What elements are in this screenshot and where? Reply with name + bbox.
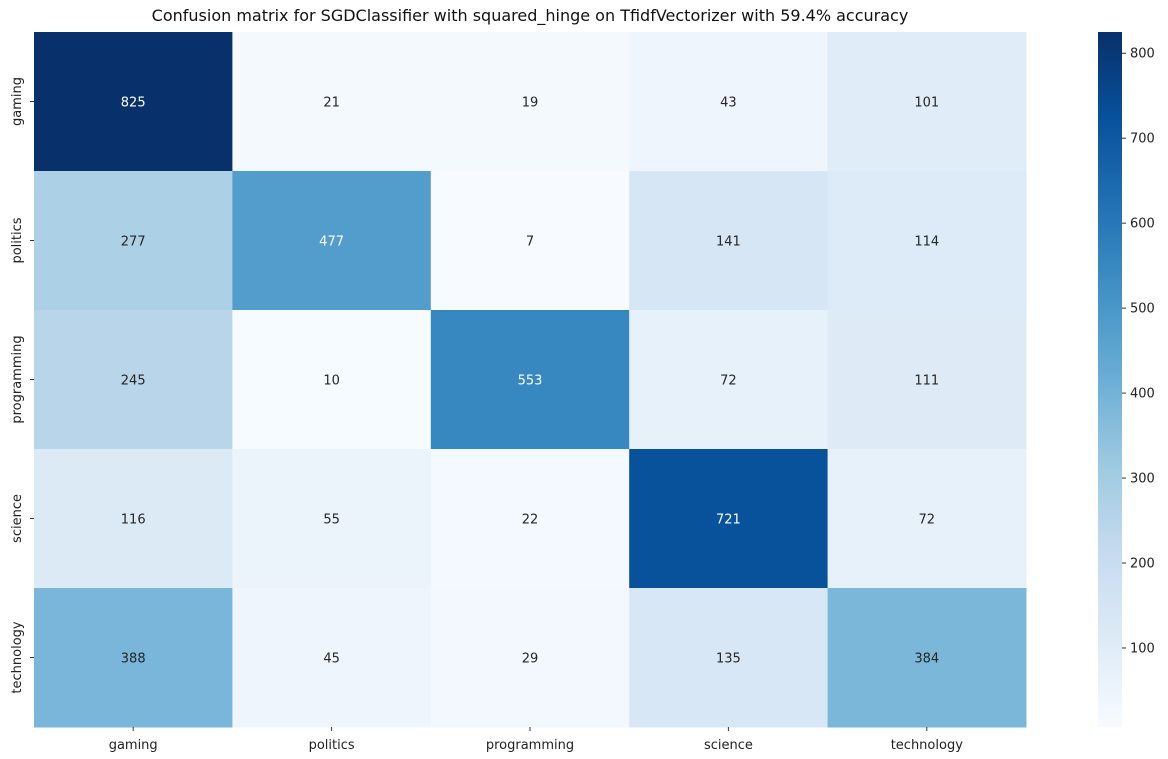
heatmap-cell: [34, 171, 233, 311]
heatmap-cell: [430, 449, 630, 589]
heatmap-cell: [430, 171, 630, 311]
chart-title: Confusion matrix for SGDClassifier with …: [151, 6, 909, 25]
cell-value-label: 7: [526, 235, 534, 250]
cell-value-label: 55: [323, 513, 340, 528]
cell-value-label: 45: [323, 652, 340, 667]
heatmap-cell: [827, 310, 1027, 450]
cell-value-label: 72: [919, 513, 936, 528]
cell-value-label: 477: [319, 235, 344, 250]
y-tick-label: politics: [10, 217, 25, 263]
cell-value-label: 43: [720, 96, 737, 111]
heatmap-cell: [430, 588, 630, 728]
cell-value-label: 22: [522, 513, 539, 528]
cell-value-label: 141: [716, 235, 741, 250]
heatmap-cell: [34, 310, 233, 450]
heatmap-cell: [34, 588, 233, 728]
x-tick-label: politics: [309, 738, 355, 753]
heatmap-cell: [827, 32, 1027, 172]
cell-value-label: 388: [121, 652, 146, 667]
colorbar-tick-label: 600: [1130, 217, 1155, 232]
heatmap-cell: [34, 449, 233, 589]
y-tick-label: technology: [10, 621, 25, 693]
cell-value-label: 245: [121, 374, 146, 389]
cell-value-label: 277: [121, 235, 146, 250]
x-tick-label: technology: [891, 738, 963, 753]
y-axis: gaming politics programming science technolo…: [10, 77, 34, 694]
colorbar-tick-label: 800: [1130, 47, 1155, 62]
heatmap-cell: [629, 588, 829, 728]
colorbar-gradient: [1098, 32, 1122, 727]
cell-value-label: 111: [914, 374, 939, 389]
x-tick-label: programming: [486, 738, 574, 753]
heatmap-cell: [629, 171, 829, 311]
cell-value-label: 29: [522, 652, 539, 667]
heatmap-cell: [629, 32, 829, 172]
heatmap-cell: [34, 32, 233, 172]
heatmap-cell: [232, 171, 432, 311]
heatmap-cell: [827, 588, 1027, 728]
cell-value-label: 116: [121, 513, 146, 528]
cell-value-label: 114: [914, 235, 939, 250]
cell-value-label: 553: [518, 374, 543, 389]
heatmap-cell: [827, 171, 1027, 311]
cell-value-label: 21: [323, 96, 340, 111]
colorbar-tick-label: 700: [1130, 132, 1155, 147]
heatmap-cell: [232, 449, 432, 589]
colorbar-tick-label: 400: [1130, 387, 1155, 402]
colorbar-tick-label: 100: [1130, 641, 1155, 656]
cell-value-label: 384: [914, 652, 939, 667]
heatmap-cell: [629, 310, 829, 450]
y-tick-label: gaming: [10, 77, 25, 126]
heatmap-cell: [232, 310, 432, 450]
cell-value-label: 10: [323, 374, 340, 389]
y-tick-label: science: [10, 494, 25, 543]
heatmap-cell: [430, 32, 630, 172]
cell-value-label: 721: [716, 513, 741, 528]
colorbar-tick-label: 500: [1130, 302, 1155, 317]
colorbar-tick-label: 200: [1130, 557, 1155, 572]
cell-value-label: 19: [522, 96, 539, 111]
cell-value-label: 825: [121, 96, 146, 111]
cell-value-label: 101: [914, 96, 939, 111]
x-tick-label: science: [704, 738, 753, 753]
colorbar: 100 200 300 400 500 600 700 800: [1098, 32, 1155, 727]
heatmap-cell: [827, 449, 1027, 589]
colorbar-tick-label: 300: [1130, 472, 1155, 487]
heatmap-cell: [232, 32, 432, 172]
cell-value-label: 135: [716, 652, 741, 667]
heatmap-cells: [34, 32, 1027, 728]
heatmap-cell: [232, 588, 432, 728]
cell-value-label: 72: [720, 374, 737, 389]
heatmap-cell: [629, 449, 829, 589]
x-tick-label: gaming: [109, 738, 158, 753]
x-axis: gaming politics programming science technolo…: [109, 727, 963, 753]
y-tick-label: programming: [10, 335, 25, 423]
heatmap-cell: [430, 310, 630, 450]
